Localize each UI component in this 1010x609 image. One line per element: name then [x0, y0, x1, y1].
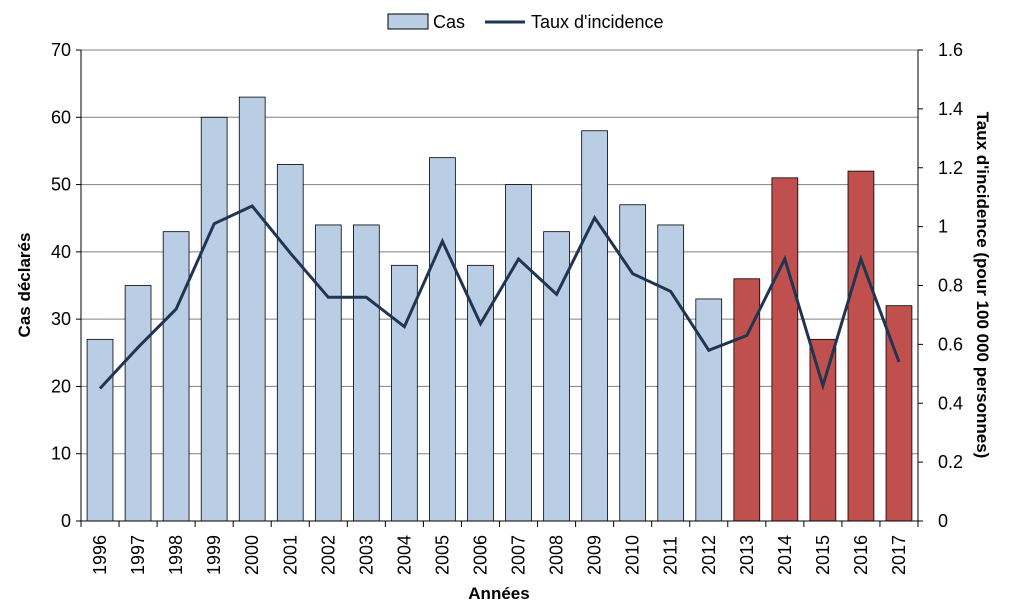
x-tick-label: 2016	[851, 535, 871, 575]
y2-tick-label: 0.4	[938, 393, 963, 413]
x-tick-label: 2001	[280, 535, 300, 575]
bar-cas-2010	[619, 204, 646, 522]
bar-cas-2011	[657, 224, 685, 522]
y2-tick-label: 0	[938, 511, 948, 531]
y-tick-label: 70	[51, 40, 71, 60]
x-tick-label: 2005	[432, 535, 452, 575]
legend-swatch-cas	[387, 13, 429, 30]
axes	[76, 49, 923, 527]
bar-cas-2009	[581, 130, 608, 522]
x-tick-label: 1996	[90, 535, 110, 575]
bar-cas-2001	[276, 163, 304, 522]
x-tick-label: 1997	[128, 535, 148, 575]
x-tick-label: 2000	[242, 535, 262, 575]
y2-tick-label: 1.4	[938, 99, 963, 119]
bar-cas-2000	[238, 96, 266, 522]
bar-cas-2016	[847, 170, 875, 522]
x-tick-label: 1999	[204, 535, 224, 575]
x-tick-label: 2003	[356, 535, 376, 575]
x-tick-label: 2009	[585, 535, 605, 575]
x-tick-label: 2013	[737, 535, 757, 575]
bar-cas-1999	[200, 116, 228, 522]
bar-cas-2015	[809, 338, 837, 522]
y-tick-label: 50	[51, 175, 71, 195]
x-tick-label: 2007	[509, 535, 529, 575]
x-tick-label: 2010	[623, 535, 643, 575]
legend-label-cas: Cas	[433, 12, 465, 32]
x-axis-title: Années	[468, 584, 529, 603]
y2-axis-title: Taux d'incidence (pour 100 000 personnes…	[973, 112, 992, 459]
y-tick-label: 60	[51, 107, 71, 127]
y-tick-label: 40	[51, 242, 71, 262]
x-tick-label: 2004	[394, 535, 414, 575]
x-tick-label: 2008	[547, 535, 567, 575]
bar-cas-2007	[505, 184, 532, 522]
y2-tick-label: 1.2	[938, 158, 963, 178]
y-tick-label: 20	[51, 376, 71, 396]
y-tick-label: 10	[51, 444, 71, 464]
x-tick-label: 2015	[813, 535, 833, 575]
x-tick-label: 2017	[889, 535, 909, 575]
tick-labels: 0 10 20 30 40 50 60 70 0 0.2 0.4 0.6 0.8 1 1.2 1.4 1.6 19…	[51, 40, 963, 575]
x-tick-label: 1998	[166, 535, 186, 575]
line-taux-incidence	[98, 204, 901, 391]
x-tick-label: 2011	[661, 536, 681, 575]
x-tick-label: 2006	[471, 535, 491, 575]
bar-cas-2002	[314, 224, 342, 522]
bar-series-cas	[86, 96, 913, 522]
bar-cas-2012	[695, 298, 723, 522]
bar-cas-2014	[771, 177, 799, 522]
legend-label-taux: Taux d'incidence	[531, 12, 664, 32]
legend: Cas Taux d'incidence	[387, 12, 664, 32]
y-axis-title: Cas déclarés	[15, 233, 34, 338]
y2-tick-label: 0.8	[938, 276, 963, 296]
y2-tick-label: 1.6	[938, 40, 963, 60]
y2-tick-label: 0.2	[938, 452, 963, 472]
x-tick-label: 2002	[318, 535, 338, 575]
y-tick-label: 30	[51, 309, 71, 329]
bar-cas-1997	[124, 285, 152, 522]
line-series-taux	[98, 204, 901, 391]
y2-tick-label: 0.6	[938, 334, 963, 354]
bar-cas-1998	[162, 231, 190, 522]
x-tick-label: 2014	[775, 535, 795, 575]
y-tick-label: 0	[61, 511, 71, 531]
x-tick-label: 2012	[699, 535, 719, 575]
y2-tick-label: 1	[938, 217, 948, 237]
bar-cas-2013	[733, 278, 761, 522]
bar-cas-2005	[429, 157, 456, 522]
bar-cas-2003	[353, 224, 380, 522]
bar-cas-1996	[86, 338, 114, 522]
